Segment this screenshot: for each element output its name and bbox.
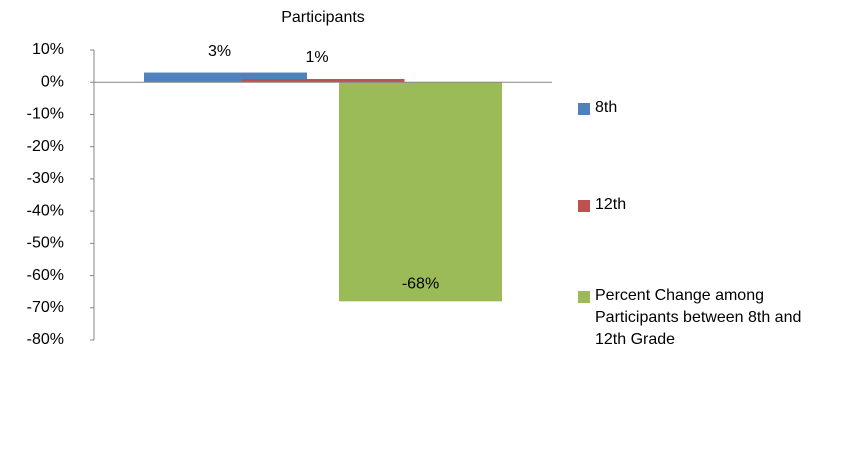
legend-label: 12th <box>595 196 627 213</box>
y-tick-label: -20% <box>27 138 64 155</box>
y-tick-label: 0% <box>41 73 64 90</box>
y-tick-label: -30% <box>27 170 64 187</box>
y-tick-label: -40% <box>27 202 64 219</box>
data-label: 3% <box>208 43 231 60</box>
y-tick-label: 10% <box>32 41 64 58</box>
y-tick-label: -80% <box>27 331 64 348</box>
data-label: 1% <box>305 49 328 66</box>
legend-label: 8th <box>595 99 618 116</box>
legend-swatch <box>578 291 590 303</box>
bar <box>144 72 307 83</box>
legend-label: Percent Change among Participants betwee… <box>595 287 802 348</box>
bar <box>339 82 502 302</box>
y-tick-label: -50% <box>27 235 64 252</box>
y-tick-label: -70% <box>27 299 64 316</box>
data-label: -68% <box>402 276 439 293</box>
bar <box>241 79 405 83</box>
legend-swatch <box>578 200 590 212</box>
y-tick-label: -10% <box>27 106 64 123</box>
legend-swatch <box>578 103 590 115</box>
y-tick-label: -60% <box>27 267 64 284</box>
x-tick-label: Participants <box>281 9 365 26</box>
